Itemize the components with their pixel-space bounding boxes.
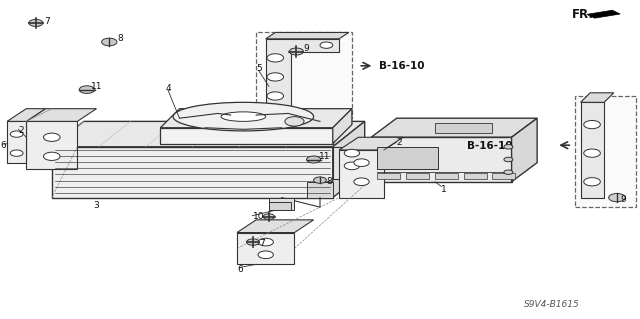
Circle shape [504,157,513,162]
Text: S9V4-B1615: S9V4-B1615 [524,300,580,308]
Circle shape [344,149,360,157]
Circle shape [289,48,303,55]
Bar [435,174,458,179]
Circle shape [102,38,117,46]
Ellipse shape [173,102,314,131]
Ellipse shape [221,112,266,122]
Circle shape [504,170,513,174]
Circle shape [267,54,284,62]
Polygon shape [339,150,384,197]
Circle shape [314,177,326,183]
Text: 7: 7 [259,239,265,248]
Bar [492,174,515,179]
Text: 6: 6 [1,141,6,150]
Circle shape [354,178,369,186]
Text: FR.: FR. [572,8,595,21]
Polygon shape [161,109,352,128]
Circle shape [584,178,600,186]
Bar [378,147,438,169]
Circle shape [344,162,360,170]
Bar [269,202,291,210]
Polygon shape [237,220,314,233]
Polygon shape [307,182,333,197]
Circle shape [29,19,43,26]
Polygon shape [266,39,339,109]
Text: 11: 11 [319,152,330,161]
Polygon shape [7,109,45,122]
Polygon shape [587,10,620,18]
Circle shape [263,214,275,219]
Circle shape [10,131,23,137]
Polygon shape [26,122,77,169]
Text: 11: 11 [92,82,103,91]
Circle shape [44,133,60,141]
Polygon shape [339,137,403,150]
Text: 4: 4 [166,84,171,93]
Polygon shape [161,128,333,144]
Polygon shape [266,33,349,39]
Text: 3: 3 [93,201,99,210]
Bar [269,197,294,210]
Text: 8: 8 [117,34,123,43]
Text: 1: 1 [442,185,447,194]
Text: 5: 5 [256,64,262,73]
Text: 9: 9 [621,195,627,204]
Circle shape [504,145,513,149]
Bar [575,96,636,207]
Bar [378,174,401,179]
Circle shape [10,150,23,156]
Bar [435,123,492,132]
Polygon shape [580,93,614,102]
Circle shape [584,121,600,129]
Text: 7: 7 [44,17,50,26]
Text: 8: 8 [326,177,332,186]
Polygon shape [333,109,352,144]
Circle shape [258,251,273,259]
Circle shape [320,42,333,48]
Bar [464,174,486,179]
Circle shape [258,238,273,246]
Text: 2: 2 [19,126,24,135]
Circle shape [267,73,284,81]
Bar [256,33,352,118]
Polygon shape [371,137,511,182]
Text: 2: 2 [397,137,403,146]
Polygon shape [371,118,537,137]
Text: 10: 10 [253,212,264,221]
Circle shape [584,149,600,157]
Polygon shape [7,122,26,163]
Circle shape [354,159,369,167]
Polygon shape [52,147,333,197]
Circle shape [44,152,60,160]
Circle shape [246,239,259,245]
Circle shape [267,92,284,100]
Polygon shape [26,109,97,122]
Polygon shape [580,102,604,197]
Polygon shape [52,122,365,147]
Text: 9: 9 [303,44,309,53]
Bar [406,174,429,179]
Text: B-16-10: B-16-10 [379,61,424,71]
Text: B-16-10: B-16-10 [467,141,513,151]
Polygon shape [333,122,365,197]
Circle shape [285,117,304,126]
Circle shape [609,194,625,202]
Polygon shape [511,118,537,182]
Polygon shape [333,147,371,179]
Circle shape [79,86,95,93]
Text: 6: 6 [237,264,243,274]
Circle shape [307,156,321,163]
Polygon shape [237,233,294,264]
